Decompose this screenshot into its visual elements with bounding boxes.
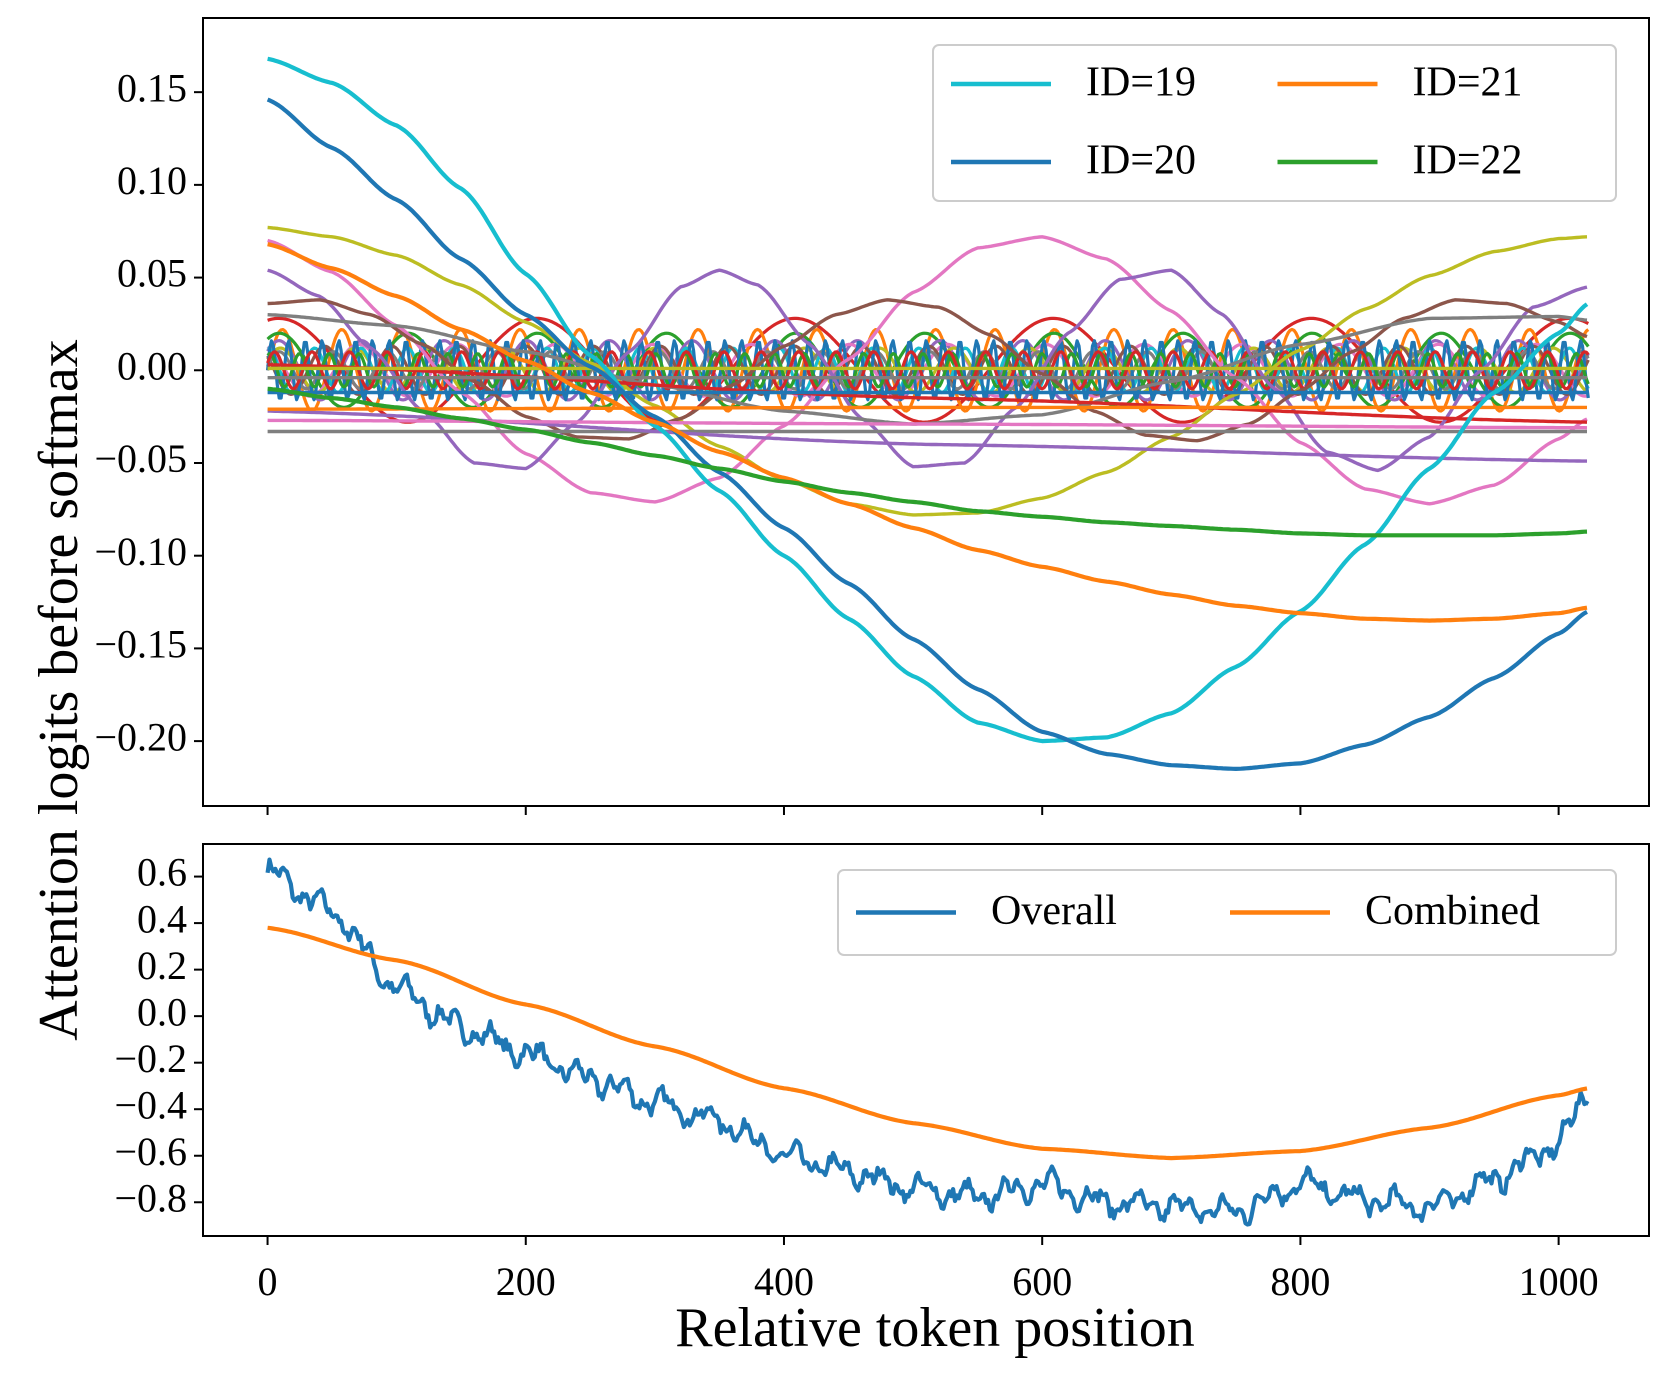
axes-frame-bottom — [202, 843, 1650, 1237]
legend-label: Combined — [1365, 888, 1540, 934]
series-line-id-19 — [267, 56, 1589, 744]
legend-bottom: Overall Combined — [837, 869, 1617, 956]
series-line-orange-flat — [267, 405, 1587, 411]
series-line-overall — [265, 857, 1590, 1227]
series-line-id-22 — [267, 386, 1588, 538]
legend-label: ID=20 — [1086, 138, 1196, 184]
x-tick-label: 200 — [496, 1259, 556, 1304]
y-tick-label: 0.15 — [117, 65, 187, 110]
x-tick-label: 800 — [1270, 1259, 1330, 1304]
x-axis-title: Relative token position — [675, 1297, 1194, 1359]
series-line-id-20 — [266, 97, 1588, 771]
y-tick-label: 0.05 — [117, 251, 187, 296]
x-tick-label: 1000 — [1519, 1259, 1599, 1304]
legend-box — [932, 44, 1617, 202]
series-line-pink — [267, 235, 1588, 506]
x-tick-label: 400 — [754, 1259, 814, 1304]
legend-label: ID=22 — [1413, 138, 1523, 184]
legend-top: ID=19 ID=20 ID=21 ID=22 — [932, 44, 1617, 202]
x-tick-label: 0 — [258, 1259, 278, 1304]
panel-bottom: 0.60.40.20.0−0.2−0.4−0.6−0.8 0 200 400 600 80… — [114, 843, 1650, 1304]
oscillating-series-line-9 — [266, 339, 1590, 402]
panel-top: 0.15 0.10 0.05 0.00 −0.05 −0.10 −0.15 −0.20 ID=1… — [94, 17, 1650, 815]
y-tick-label: −0.05 — [94, 436, 187, 481]
series-line-red-drift — [267, 363, 1588, 424]
series-line-purple — [267, 268, 1588, 473]
y-tick-label: −0.8 — [114, 1175, 187, 1220]
y-tick-label: 0.00 — [117, 343, 187, 388]
y-tick-label: 0.2 — [137, 943, 187, 988]
legend-label: ID=19 — [1086, 60, 1196, 106]
series-line-combined — [267, 925, 1588, 1161]
y-tick-label: 0.4 — [137, 896, 187, 941]
legend-label: ID=21 — [1413, 60, 1523, 106]
series-group-bottom — [265, 857, 1590, 1227]
legend-box — [837, 869, 1617, 956]
x-tick-label: 600 — [1012, 1259, 1072, 1304]
y-tick-label: −0.15 — [94, 622, 187, 667]
y-tick-label: −0.4 — [114, 1082, 187, 1127]
legend-label: Overall — [991, 888, 1117, 934]
y-tick-label: −0.20 — [94, 714, 187, 759]
series-line-id-21 — [267, 242, 1588, 623]
y-tick-label: 0.10 — [117, 158, 187, 203]
series-group-top — [266, 56, 1590, 771]
y-tick-label: −0.2 — [114, 1036, 187, 1081]
y-axis-title: Attention logits before softmax — [28, 339, 90, 1040]
series-line-brown — [267, 298, 1588, 443]
series-line-olive — [267, 225, 1588, 517]
y-tick-label: −0.6 — [114, 1129, 187, 1174]
y-tick-label: 0.6 — [137, 850, 187, 895]
axes-frame-top — [202, 17, 1650, 807]
y-tick-label: 0.0 — [137, 989, 187, 1034]
y-tick-label: −0.10 — [94, 529, 187, 574]
